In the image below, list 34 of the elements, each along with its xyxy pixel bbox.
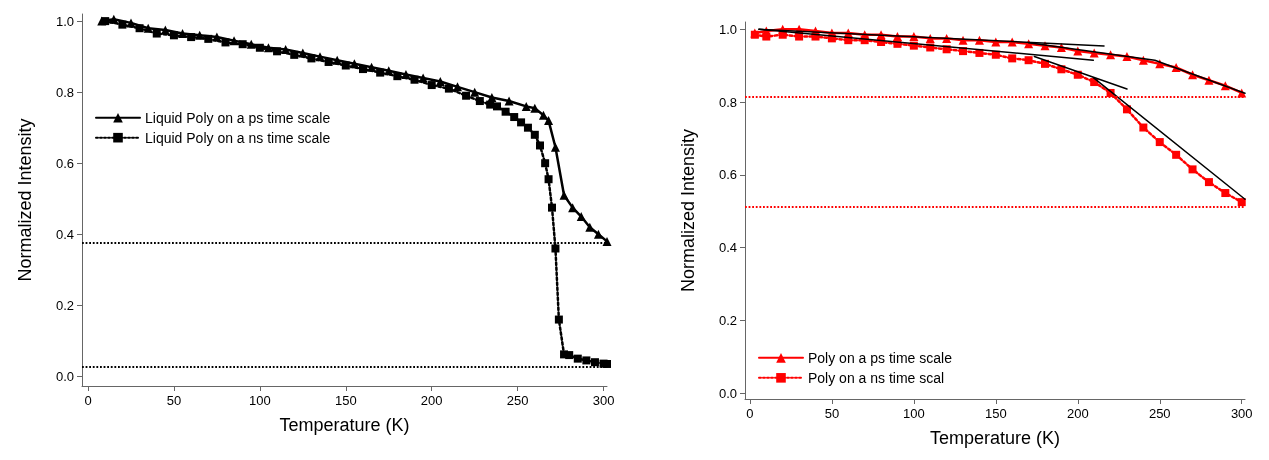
x-tick-label: 150 [334, 393, 357, 408]
y-tick-label: 0.8 [55, 84, 74, 100]
legend-label: Poly on a ps time scale [808, 349, 953, 366]
y-axis-title: Normalized Intensity [678, 128, 698, 293]
x-tick-label: 250 [506, 393, 529, 408]
x-tick-label: 300 [1230, 406, 1253, 421]
x-axis-title: Temperature (K) [279, 415, 410, 435]
x-tick-label: 0 [84, 393, 92, 408]
y-tick-label: 0.2 [55, 297, 74, 313]
x-tick-label: 100 [249, 393, 271, 408]
y-tick-label: 0.0 [55, 368, 74, 384]
x-tick-label: 150 [984, 406, 1007, 421]
legend-label: Poly on a ns time scal [808, 369, 945, 386]
x-tick-label: 50 [824, 406, 840, 421]
y-tick-label: 0.2 [718, 312, 737, 328]
y-tick-label: 0.4 [718, 240, 737, 256]
y-tick-label: 0.0 [718, 385, 737, 401]
y-tick-label: 1.0 [55, 13, 74, 29]
x-tick-label: 0 [746, 406, 754, 421]
x-tick-label: 200 [420, 393, 443, 408]
y-tick-label: 0.8 [718, 94, 737, 110]
y-tick-label: 0.6 [55, 155, 74, 171]
x-tick-label: 300 [592, 393, 615, 408]
x-tick-label: 50 [166, 393, 182, 408]
y-tick-label: 1.0 [718, 21, 737, 37]
legend-label: Liquid Poly on a ps time scale [145, 109, 331, 126]
legend-label: Liquid Poly on a ns time scale [145, 129, 331, 146]
x-tick-label: 200 [1066, 406, 1089, 421]
x-tick-label: 100 [903, 406, 925, 421]
x-tick-label: 250 [1148, 406, 1171, 421]
x-axis-title: Temperature (K) [929, 428, 1061, 448]
y-axis-title: Normalized Intensity [15, 118, 35, 282]
y-tick-label: 0.6 [718, 167, 737, 183]
y-tick-label: 0.4 [55, 226, 74, 242]
